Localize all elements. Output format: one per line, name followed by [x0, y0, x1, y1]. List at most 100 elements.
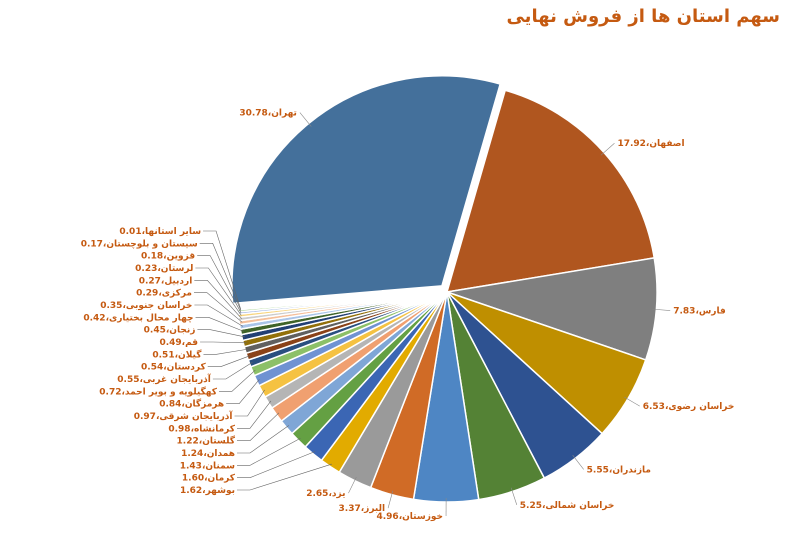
category-label: کرمانشاه [194, 424, 236, 434]
category-label: فارس [699, 306, 726, 316]
label-separator: ، [646, 139, 649, 149]
value-label: 0.49 [159, 338, 181, 348]
leader-line [237, 463, 332, 491]
label-separator: ، [163, 362, 166, 372]
category-label: هرمزگان [185, 397, 224, 409]
value-label: 0.55 [117, 375, 139, 385]
value-label: 0.98 [168, 424, 190, 434]
label-separator: ، [106, 313, 109, 323]
leader-line [624, 396, 640, 407]
category-label: خراسان شمالی [545, 500, 614, 510]
category-label: کهگیلویه و بویر احمد [125, 385, 218, 397]
value-label: 4.96 [376, 511, 398, 521]
leader-line [195, 267, 242, 316]
category-label: زنجان [169, 325, 195, 335]
value-label: 1.24 [181, 449, 203, 459]
leader-line [194, 304, 244, 327]
label-separator: ، [199, 436, 202, 446]
value-label: 0.29 [136, 288, 158, 298]
value-label: 0.23 [135, 264, 157, 274]
category-label: مرکزی [162, 288, 192, 298]
leader-line [237, 400, 272, 429]
label-separator: ، [161, 276, 164, 286]
data-label: 2.65،یزد [306, 489, 345, 499]
data-label: 0.18،قزوین [141, 251, 195, 261]
leader-line [226, 379, 260, 404]
category-label: همدان [207, 449, 235, 459]
data-label: 5.55،مازندران [587, 465, 651, 475]
leader-line [600, 142, 615, 156]
leader-line [200, 341, 247, 344]
label-separator: ، [142, 227, 145, 237]
category-label: سایر استانها [145, 227, 201, 237]
label-separator: ، [181, 399, 184, 409]
leader-line [195, 317, 244, 332]
label-separator: ، [399, 511, 402, 521]
leader-line [237, 412, 280, 441]
category-label: قم [185, 338, 198, 348]
category-label: گیلان [178, 348, 202, 360]
leader-line [218, 369, 256, 392]
data-label: 0.17،سیستان و بلوچستان [81, 239, 198, 249]
value-label: 7.83 [673, 306, 695, 316]
category-label: لرستان [161, 264, 194, 274]
leader-line [237, 425, 289, 454]
leader-line [299, 112, 312, 127]
category-label: خراسان جنوبی [126, 301, 193, 311]
leader-line [387, 490, 394, 509]
label-separator: ، [175, 350, 178, 360]
data-label: 1.62،بوشهر [180, 486, 235, 496]
leader-line [194, 292, 243, 323]
leader-line [572, 455, 584, 470]
value-label: 6.53 [643, 402, 665, 412]
value-label: 0.18 [141, 251, 163, 261]
data-label: 1.22،گلستان [177, 434, 236, 446]
data-label: 1.60،کرمان [182, 473, 236, 483]
label-separator: ، [182, 338, 185, 348]
leader-line [199, 243, 242, 311]
value-label: 17.92 [617, 139, 645, 149]
chart-title: سهم استان ها از فروش نهایی [506, 6, 780, 27]
leader-line [652, 308, 671, 311]
label-separator: ، [542, 500, 545, 510]
label-separator: ، [103, 239, 106, 249]
value-label: 2.65 [306, 489, 328, 499]
leader-line [348, 476, 357, 494]
label-separator: ، [163, 251, 166, 261]
data-label: 0.84،هرمزگان [159, 397, 224, 409]
data-label: 1.43،سمنان [180, 461, 235, 471]
leader-line [203, 230, 242, 310]
category-label: اردبیل [164, 276, 192, 286]
value-label: 0.51 [152, 350, 174, 360]
value-label: 0.27 [139, 276, 161, 286]
value-label: 0.97 [134, 412, 156, 422]
value-label: 0.54 [141, 362, 163, 372]
leader-line [510, 487, 518, 505]
data-label: 0.54،کردستان [141, 362, 206, 372]
category-label: یزد [332, 489, 346, 499]
leader-line [194, 280, 242, 319]
label-separator: ، [695, 306, 698, 316]
category-label: خوزستان [402, 511, 443, 521]
label-separator: ، [156, 412, 159, 422]
value-label: 0.84 [159, 399, 181, 409]
label-separator: ، [609, 465, 612, 475]
data-label: 0.23،لرستان [135, 264, 193, 274]
data-label: 0.01،سایر استانها [119, 227, 201, 237]
label-separator: ، [268, 108, 271, 118]
leader-line [237, 437, 301, 466]
label-separator: ، [665, 402, 668, 412]
value-label: 5.25 [520, 500, 542, 510]
data-label: 0.97،آذربایجان شرقی [134, 410, 234, 422]
category-label: البرز [363, 504, 385, 514]
value-label: 1.22 [177, 436, 199, 446]
label-separator: ، [202, 486, 205, 496]
data-label: 30.78،تهران [239, 108, 297, 118]
data-label: 0.45،زنجان [144, 325, 196, 335]
value-label: 0.42 [83, 313, 105, 323]
data-label: 0.55،آذربایجان غربی [117, 373, 211, 385]
label-separator: ، [122, 387, 125, 397]
data-label: 0.35،خراسان جنوبی [100, 301, 192, 311]
value-label: 0.35 [100, 301, 122, 311]
category-label: سمنان [205, 461, 235, 471]
